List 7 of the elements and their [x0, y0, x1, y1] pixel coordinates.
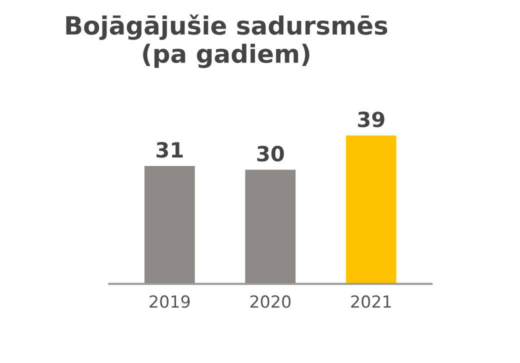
data-label: 39 — [358, 112, 384, 128]
data-label: 31 — [156, 142, 183, 158]
x-tick-label: 2020 — [250, 295, 290, 308]
x-tick-label: 2019 — [150, 295, 190, 308]
x-tick-label: 2021 — [351, 295, 391, 308]
data-label: 30 — [257, 146, 284, 162]
chart-title: Bojāgājušie sadursmēs (pa gadiem) — [66, 14, 388, 68]
